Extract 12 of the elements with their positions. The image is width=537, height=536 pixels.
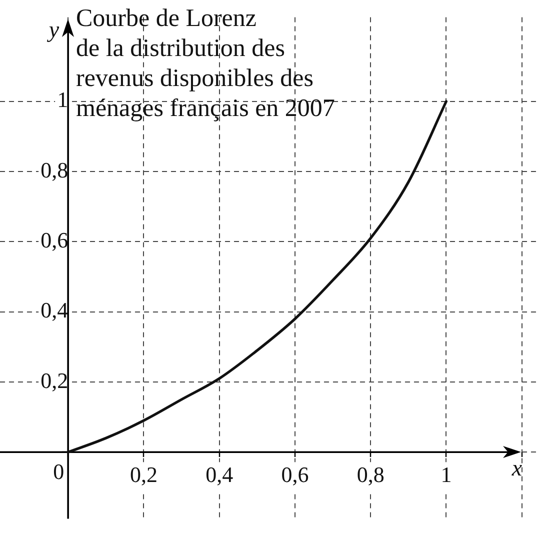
- line-series: [66, 100, 448, 454]
- x-axis-title: x: [510, 456, 523, 481]
- y-axis-title: y: [46, 17, 60, 42]
- x-tick-label: 0,4: [206, 462, 234, 488]
- x-tick-label: 0,8: [356, 462, 384, 488]
- x-tick-label: 0,2: [130, 462, 158, 488]
- x-tick-label: 0: [53, 458, 64, 484]
- text: Courbe de Lorenz de la distribution des revenus disponibles des ménages français en 2007: [76, 4, 335, 124]
- x-tick-label: 1: [440, 462, 452, 488]
- y-tick-label: 0,2: [40, 368, 68, 393]
- x-tick-label: 0,6: [281, 462, 309, 488]
- y-tick-label: 1: [57, 87, 68, 112]
